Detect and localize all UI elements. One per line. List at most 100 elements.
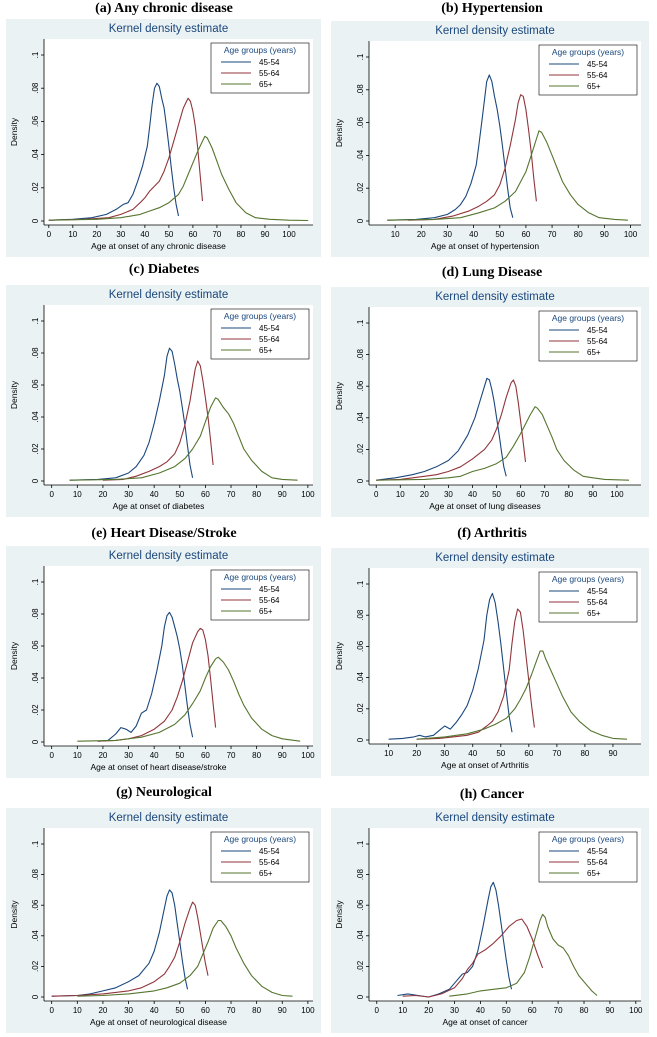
y-tick-label: .08 xyxy=(356,868,365,880)
chart-title: Kernel density estimate xyxy=(109,550,229,562)
y-tick-label: 0 xyxy=(356,737,365,742)
y-tick-label: .06 xyxy=(356,899,365,911)
legend-label-45-54: 45-54 xyxy=(587,326,608,335)
x-tick-label: 60 xyxy=(201,751,210,760)
y-tick-label: .06 xyxy=(356,640,365,652)
legend-label-55-64: 55-64 xyxy=(259,69,280,78)
y-tick-label: .02 xyxy=(356,182,365,194)
y-tick-label: .04 xyxy=(31,411,40,423)
x-tick-label: 40 xyxy=(468,749,477,758)
x-tick-label: 60 xyxy=(201,490,210,499)
x-tick-label: 90 xyxy=(609,749,618,758)
y-tick-label: .1 xyxy=(31,51,40,58)
x-tick-label: 90 xyxy=(278,1006,287,1015)
x-tick-label: 80 xyxy=(252,751,261,760)
y-tick-label: .1 xyxy=(356,580,365,587)
x-tick-label: 10 xyxy=(73,751,82,760)
x-tick-label: 20 xyxy=(424,1006,433,1015)
x-tick-label: 50 xyxy=(496,749,505,758)
y-tick-label: .04 xyxy=(31,930,40,942)
legend-label-55-64: 55-64 xyxy=(587,337,608,346)
x-tick-label: 0 xyxy=(49,490,54,499)
x-tick-label: 100 xyxy=(610,490,624,499)
chart-title: Kernel density estimate xyxy=(435,812,555,824)
x-tick-label: 70 xyxy=(227,751,236,760)
x-tick-label: 90 xyxy=(605,1006,614,1015)
x-tick-label: 90 xyxy=(600,230,609,239)
y-axis-label: Density xyxy=(334,118,344,147)
y-tick-label: .06 xyxy=(31,115,40,127)
x-tick-label: 60 xyxy=(516,490,525,499)
x-tick-label: 0 xyxy=(374,490,379,499)
y-tick-label: .04 xyxy=(356,149,365,161)
y-tick-label: .08 xyxy=(31,868,40,880)
y-tick-label: .08 xyxy=(356,609,365,621)
legend-label-65+: 65+ xyxy=(259,869,273,878)
legend-label-65+: 65+ xyxy=(587,82,601,91)
x-tick-label: 100 xyxy=(301,490,315,499)
y-tick-label: .1 xyxy=(356,840,365,847)
y-tick-label: .1 xyxy=(31,317,40,324)
x-tick-label: 60 xyxy=(188,230,197,239)
y-tick-label: .06 xyxy=(31,640,40,652)
x-axis-label: Age at onset of diabetes xyxy=(113,501,205,511)
x-tick-label: 80 xyxy=(236,230,245,239)
x-axis-label: Age at onset of heart disease/stroke xyxy=(90,762,226,772)
y-axis-label: Density xyxy=(9,117,19,146)
legend-title: Age groups (years) xyxy=(552,574,624,584)
y-tick-label: .04 xyxy=(356,930,365,942)
legend-label-45-54: 45-54 xyxy=(259,585,280,594)
x-tick-label: 90 xyxy=(278,490,287,499)
x-axis-label: Age at onset of cancer xyxy=(442,1017,527,1027)
x-tick-label: 30 xyxy=(444,490,453,499)
x-tick-label: 70 xyxy=(227,490,236,499)
y-tick-label: .06 xyxy=(356,116,365,128)
x-tick-label: 20 xyxy=(98,490,107,499)
panel-title-g: (g) Neurological xyxy=(0,785,328,801)
x-tick-label: 90 xyxy=(588,490,597,499)
x-tick-label: 50 xyxy=(175,490,184,499)
x-tick-label: 10 xyxy=(73,1006,82,1015)
y-tick-label: .1 xyxy=(356,53,365,60)
chart-any-chronic-disease: Kernel density estimate0.02.04.06.08.10 1… xyxy=(6,19,321,257)
chart-title: Kernel density estimate xyxy=(109,23,229,35)
y-axis-label: Density xyxy=(334,641,344,670)
x-tick-label: 20 xyxy=(417,230,426,239)
chart-title: Kernel density estimate xyxy=(435,552,555,564)
x-tick-label: 50 xyxy=(175,1006,184,1015)
legend-title: Age groups (years) xyxy=(552,313,624,323)
x-tick-label: 100 xyxy=(301,751,315,760)
chart-neurological: Kernel density estimate0.02.04.06.08.10 1… xyxy=(6,808,321,1033)
legend-title: Age groups (years) xyxy=(224,45,296,55)
x-tick-label: 30 xyxy=(440,749,449,758)
y-tick-label: .02 xyxy=(356,443,365,455)
x-tick-label: 0 xyxy=(47,230,52,239)
y-tick-label: .02 xyxy=(31,704,40,716)
y-tick-label: .02 xyxy=(31,182,40,194)
panel-title-e: (e) Heart Disease/Stroke xyxy=(0,526,328,542)
x-tick-label: 20 xyxy=(412,749,421,758)
legend-label-65+: 65+ xyxy=(259,607,273,616)
y-tick-label: .04 xyxy=(31,672,40,684)
y-tick-label: .08 xyxy=(356,348,365,360)
x-tick-label: 10 xyxy=(68,230,77,239)
x-tick-label: 100 xyxy=(282,230,296,239)
x-tick-label: 40 xyxy=(140,230,149,239)
x-tick-label: 40 xyxy=(150,490,159,499)
y-tick-label: .08 xyxy=(31,82,40,94)
y-axis-label: Density xyxy=(334,900,344,929)
x-tick-label: 20 xyxy=(98,751,107,760)
x-tick-label: 70 xyxy=(212,230,221,239)
x-tick-label: 80 xyxy=(580,749,589,758)
x-tick-label: 60 xyxy=(524,749,533,758)
x-tick-label: 60 xyxy=(521,230,530,239)
x-tick-label: 100 xyxy=(301,1006,315,1015)
x-tick-label: 80 xyxy=(564,490,573,499)
legend-title: Age groups (years) xyxy=(552,47,624,57)
x-axis-label: Age at onset of hypertension xyxy=(431,241,539,251)
x-tick-label: 70 xyxy=(548,230,557,239)
x-tick-label: 60 xyxy=(201,1006,210,1015)
x-tick-label: 30 xyxy=(116,230,125,239)
legend-label-65+: 65+ xyxy=(259,346,273,355)
chart-title: Kernel density estimate xyxy=(435,291,555,303)
